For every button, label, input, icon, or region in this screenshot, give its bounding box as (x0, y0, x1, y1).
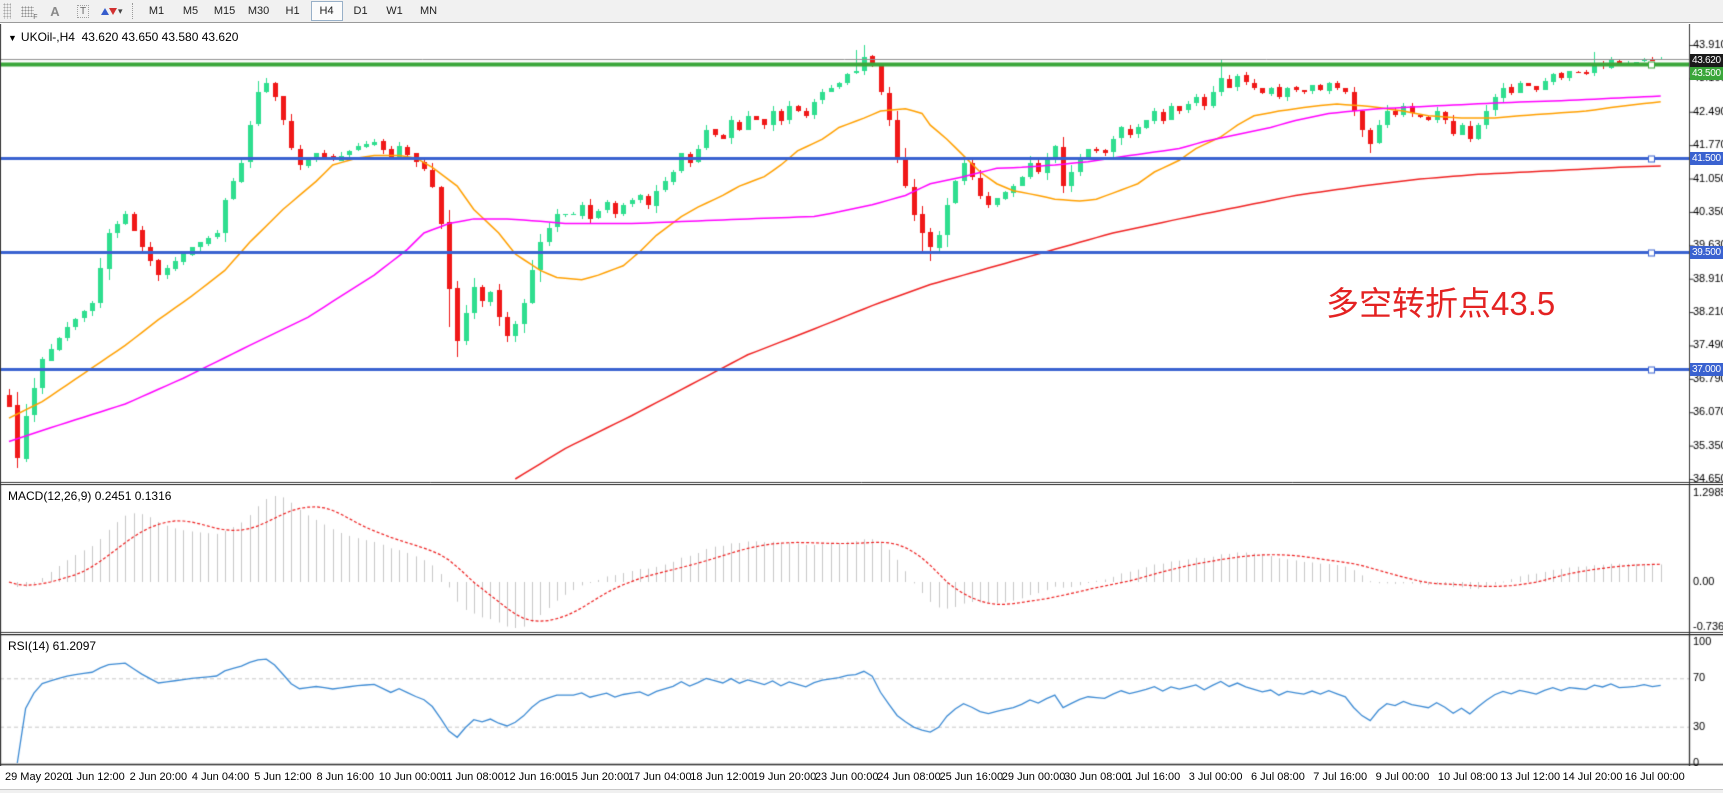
text-tool-button[interactable]: T (70, 2, 96, 21)
timeframe-m5-button[interactable]: M5 (182, 5, 199, 17)
arrows-tool-button[interactable]: ▾ (98, 2, 126, 21)
time-label: 4 Jun 04:00 (191, 771, 250, 783)
time-label: 8 Jun 16:00 (316, 771, 375, 783)
time-label: 17 Jun 04:00 (628, 771, 692, 783)
time-label: 24 Jun 08:00 (877, 771, 941, 783)
price-tag-41500: 41.500 (1690, 152, 1723, 165)
timeframe-mn-button[interactable]: MN (419, 5, 438, 17)
main-price-pane: ▼ UKOil-,H4 43.620 43.650 43.580 43.620 多… (0, 24, 1723, 484)
price-tag-39500: 39.500 (1690, 246, 1723, 259)
rsi-chart-canvas[interactable] (0, 634, 1723, 766)
timeframe-h4-button[interactable]: H4 (310, 1, 343, 21)
grid-toggle-button[interactable]: F (14, 2, 40, 21)
time-label: 14 Jul 20:00 (1562, 771, 1623, 783)
toolbar-grip[interactable] (3, 3, 11, 19)
timeframe-m30-button[interactable]: M30 (247, 5, 270, 17)
time-label: 29 Jun 00:00 (1001, 771, 1066, 783)
time-label: 13 Jul 12:00 (1500, 771, 1561, 783)
label-a-icon: A (50, 3, 60, 19)
time-label: 10 Jun 00:00 (378, 771, 443, 783)
time-label: 25 Jun 16:00 (939, 771, 1004, 783)
arrows-icon (101, 5, 117, 18)
macd-chart-canvas[interactable] (0, 484, 1723, 634)
dropdown-caret-icon[interactable]: ▾ (118, 5, 123, 16)
timeframe-m1-button[interactable]: M1 (148, 5, 165, 17)
time-label: 29 May 2020 (5, 771, 69, 783)
timeframe-w1-button[interactable]: W1 (386, 5, 403, 17)
timeframe-d1-button[interactable]: D1 (353, 5, 368, 17)
time-label: 9 Jul 00:00 (1375, 771, 1430, 783)
timeframe-m15-button[interactable]: M15 (213, 5, 236, 17)
time-label: 10 Jul 08:00 (1437, 771, 1498, 783)
time-label: 15 Jun 20:00 (565, 771, 630, 783)
main-chart-canvas[interactable] (0, 24, 1723, 484)
collapse-triangle-icon[interactable]: ▼ (8, 33, 17, 43)
time-label: 7 Jul 16:00 (1313, 771, 1368, 783)
rsi-pane: RSI(14) 61.2097 (0, 634, 1723, 766)
time-label: 18 Jun 12:00 (690, 771, 754, 783)
chart-title-ohlc: 43.620 43.650 43.580 43.620 (81, 30, 239, 44)
price-tag-37000: 37.000 (1690, 363, 1723, 376)
grid-icon: F (20, 5, 38, 21)
time-label: 16 Jul 00:00 (1624, 771, 1685, 783)
macd-label: MACD(12,26,9) 0.2451 0.1316 (8, 489, 172, 503)
macd-pane: MACD(12,26,9) 0.2451 0.1316 (0, 484, 1723, 634)
chart-title: ▼ UKOil-,H4 43.620 43.650 43.580 43.620 (8, 30, 238, 44)
time-label: 6 Jul 08:00 (1251, 771, 1305, 783)
time-label: 23 Jun 00:00 (814, 771, 879, 783)
time-label: 5 Jun 12:00 (254, 771, 312, 783)
text-box-icon: T (76, 4, 90, 18)
time-label: 2 Jun 20:00 (129, 771, 188, 783)
time-label: 30 Jun 08:00 (1064, 771, 1128, 783)
time-label: 1 Jul 16:00 (1126, 771, 1181, 783)
text-label-button[interactable]: A (42, 2, 68, 21)
time-label: 11 Jun 08:00 (441, 771, 504, 783)
chart-title-symbol: UKOil-,H4 (20, 30, 75, 44)
time-label: 1 Jun 12:00 (67, 771, 125, 783)
price-tag-43500: 43.500 (1690, 67, 1723, 80)
time-label: 12 Jun 16:00 (503, 771, 568, 783)
toolbar-separator (131, 3, 134, 19)
time-label: 19 Jun 20:00 (752, 771, 817, 783)
text-annotation[interactable]: 多空转折点43.5 (1326, 285, 1556, 322)
timeframe-h1-button[interactable]: H1 (285, 5, 300, 17)
rsi-label: RSI(14) 61.2097 (8, 639, 97, 653)
status-strip (0, 789, 1723, 793)
toolbar: F A T ▾ M1 M5 M15 M30 H1 H4 D1 W1 MN (0, 0, 1723, 23)
price-tag-current: 43.620 (1690, 54, 1723, 67)
time-label: 3 Jul 00:00 (1188, 771, 1243, 783)
time-axis: 29 May 2020 1 Jun 12:00 2 Jun 20:00 4 Jun 0… (0, 766, 1723, 789)
